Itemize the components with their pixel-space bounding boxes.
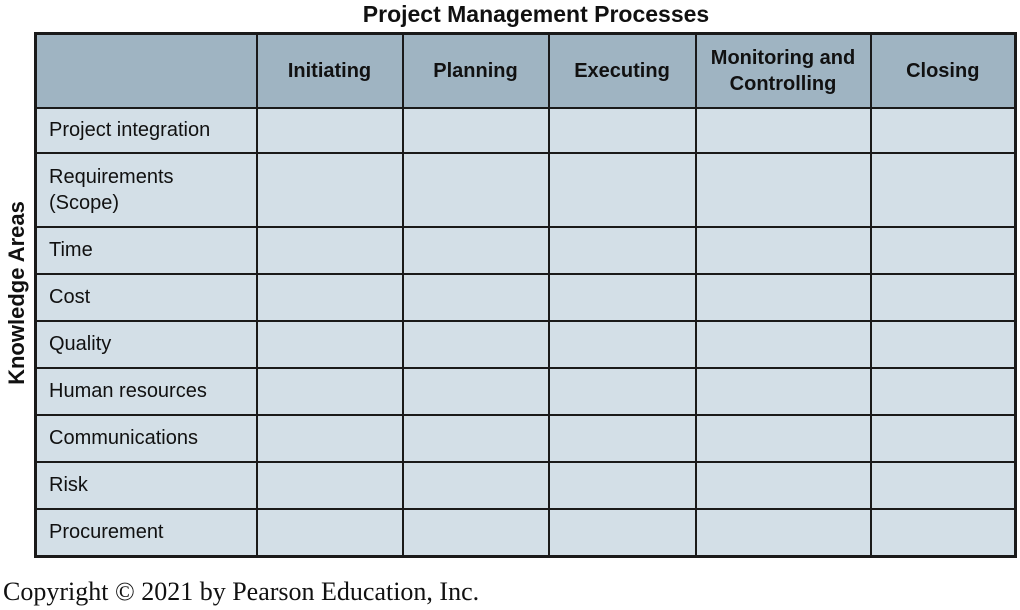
knowledge-areas-text: Knowledge Areas	[4, 201, 30, 385]
table-row: Communications	[34, 413, 1017, 463]
table-cell	[401, 106, 550, 154]
row-label-requirements-text: Requirements (Scope)	[49, 165, 174, 214]
table-cell	[255, 413, 404, 463]
table-cell	[694, 272, 872, 322]
row-label-human-resources: Human resources	[34, 366, 258, 416]
table-cell	[869, 460, 1017, 510]
table-cell	[869, 319, 1017, 369]
table-cell	[547, 366, 697, 416]
row-label-communications: Communications	[34, 413, 258, 463]
table-cell	[401, 225, 550, 275]
row-label-quality: Quality	[34, 319, 258, 369]
table-row: Project integration	[34, 106, 1017, 154]
table-row: Time	[34, 225, 1017, 275]
table-row: Human resources	[34, 366, 1017, 416]
table-cell	[547, 507, 697, 558]
copyright-notice: Copyright © 2021 by Pearson Education, I…	[3, 577, 480, 606]
table-cell	[255, 507, 404, 558]
table-cell	[869, 272, 1017, 322]
table-cell	[694, 106, 872, 154]
header-executing: Executing	[547, 32, 697, 109]
table-cell	[869, 507, 1017, 558]
header-planning: Planning	[401, 32, 550, 109]
table-cell	[694, 507, 872, 558]
table-cell	[255, 151, 404, 228]
table-cell	[869, 413, 1017, 463]
table-cell	[694, 366, 872, 416]
table-cell	[547, 106, 697, 154]
table-cell	[255, 106, 404, 154]
table-cell	[547, 319, 697, 369]
table-cell	[694, 225, 872, 275]
table-cell	[694, 460, 872, 510]
header-corner	[34, 32, 258, 109]
table-row: Requirements (Scope)	[34, 151, 1017, 228]
row-label-cost: Cost	[34, 272, 258, 322]
header-monitoring-controlling-text: Monitoring and Controlling	[710, 46, 856, 95]
table-cell	[547, 413, 697, 463]
table-row: Cost	[34, 272, 1017, 322]
table-cell	[401, 366, 550, 416]
process-knowledge-matrix: Initiating Planning Executing Monitoring…	[34, 32, 1017, 558]
table-cell	[869, 106, 1017, 154]
table-cell	[547, 151, 697, 228]
table-cell	[255, 319, 404, 369]
table-cell	[547, 460, 697, 510]
row-label-procurement: Procurement	[34, 507, 258, 558]
table-row: Quality	[34, 319, 1017, 369]
diagram-title: Project Management Processes	[362, 1, 710, 27]
table-cell	[255, 272, 404, 322]
table-cell	[255, 225, 404, 275]
header-monitoring-controlling: Monitoring and Controlling	[694, 32, 872, 109]
table-cell	[694, 319, 872, 369]
table-cell	[694, 151, 872, 228]
row-label-time: Time	[34, 225, 258, 275]
row-label-requirements: Requirements (Scope)	[34, 151, 258, 228]
row-label-risk: Risk	[34, 460, 258, 510]
table-cell	[869, 151, 1017, 228]
table-row: Risk	[34, 460, 1017, 510]
table-cell	[401, 151, 550, 228]
row-label-project-integration: Project integration	[34, 106, 258, 154]
table-cell	[401, 319, 550, 369]
table-cell	[869, 366, 1017, 416]
table-cell	[401, 507, 550, 558]
table-cell	[869, 225, 1017, 275]
table-cell	[401, 460, 550, 510]
table-cell	[694, 413, 872, 463]
header-initiating: Initiating	[255, 32, 404, 109]
table-cell	[547, 272, 697, 322]
table-cell	[547, 225, 697, 275]
table-row: Procurement	[34, 507, 1017, 558]
table-cell	[255, 460, 404, 510]
table-cell	[401, 413, 550, 463]
table-cell	[255, 366, 404, 416]
header-row: Initiating Planning Executing Monitoring…	[34, 32, 1017, 109]
table-cell	[401, 272, 550, 322]
header-closing: Closing	[869, 32, 1017, 109]
knowledge-areas-label: Knowledge Areas	[3, 178, 31, 408]
